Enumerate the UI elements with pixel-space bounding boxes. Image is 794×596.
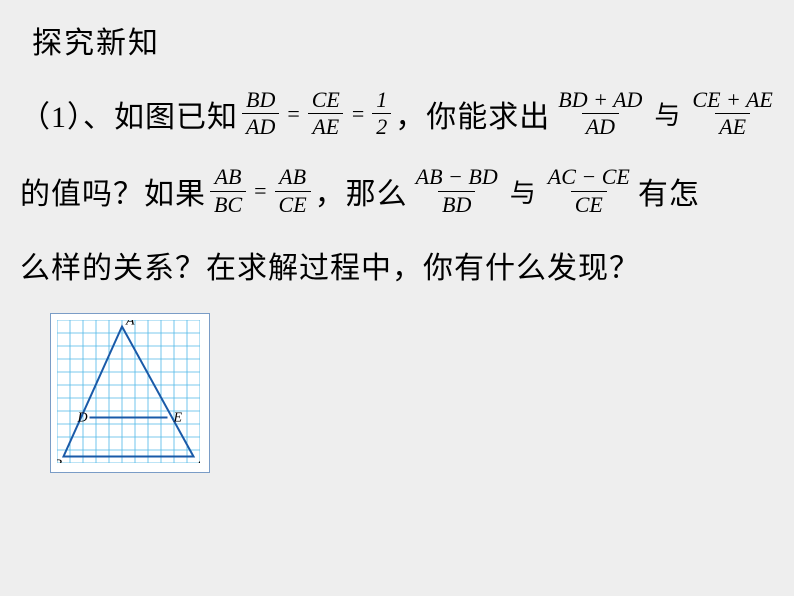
frac-ce-ae: CE AE — [308, 88, 344, 139]
frac-acce-ce: AC − CE CE — [544, 165, 634, 216]
svg-text:C: C — [198, 457, 201, 463]
frac-den: CE — [571, 191, 607, 217]
frac-num: CE — [308, 88, 344, 113]
svg-text:B: B — [57, 457, 63, 463]
frac-1-2: 1 2 — [372, 88, 391, 139]
frac-num: AB − BD — [412, 165, 502, 190]
line-1: （1）、如图已知 BD AD = CE AE = 1 2 ，你能求出 BD + … — [20, 88, 774, 139]
svg-text:D: D — [77, 410, 88, 425]
page: 探究新知 （1）、如图已知 BD AD = CE AE = 1 2 ，你能求出 … — [0, 0, 794, 596]
line2-mid: ，那么 — [315, 169, 408, 213]
conj-yu: 与 — [654, 95, 680, 132]
frac-den: AD — [582, 113, 619, 139]
frac-num: AB — [211, 165, 246, 190]
equals: = — [254, 178, 266, 204]
frac-num: 1 — [372, 88, 391, 113]
frac-den: 2 — [372, 113, 391, 139]
line-3: 么样的关系？在求解过程中，你有什么发现？ — [20, 243, 774, 287]
line3-text: 么样的关系？在求解过程中，你有什么发现？ — [20, 243, 640, 287]
frac-den: AE — [308, 113, 343, 139]
frac-bd-ad: BD AD — [242, 88, 279, 139]
frac-ab-bc: AB BC — [210, 165, 246, 216]
line2-prefix: 的值吗？如果 — [20, 169, 206, 213]
frac-num: AB — [275, 165, 310, 190]
frac-den: BD — [438, 191, 475, 217]
frac-num: BD — [242, 88, 279, 113]
line-2: 的值吗？如果 AB BC = AB CE ，那么 AB − BD BD 与 AC… — [20, 165, 774, 216]
svg-text:A: A — [125, 320, 135, 329]
conj-yu: 与 — [510, 173, 536, 210]
frac-num: CE + AE — [688, 88, 776, 113]
frac-ab-ce: AB CE — [275, 165, 311, 216]
frac-den: AE — [715, 113, 750, 139]
frac-ceae-ae: CE + AE AE — [688, 88, 776, 139]
svg-text:E: E — [173, 410, 183, 425]
section-title: 探究新知 — [32, 18, 774, 62]
triangle-figure: A B C D E — [50, 313, 210, 473]
line2-suffix: 有怎 — [638, 169, 700, 213]
frac-den: CE — [275, 191, 311, 217]
frac-abbd-bd: AB − BD BD — [412, 165, 502, 216]
equals: = — [287, 101, 299, 127]
line1-prefix: （1）、如图已知 — [20, 92, 238, 136]
frac-den: AD — [242, 113, 279, 139]
frac-den: BC — [210, 191, 246, 217]
triangle-svg: A B C D E — [57, 320, 200, 463]
line1-mid: ，你能求出 — [395, 92, 550, 136]
frac-num: BD + AD — [554, 88, 646, 113]
frac-bdad-ad: BD + AD AD — [554, 88, 646, 139]
frac-num: AC − CE — [544, 165, 634, 190]
equals: = — [352, 101, 364, 127]
